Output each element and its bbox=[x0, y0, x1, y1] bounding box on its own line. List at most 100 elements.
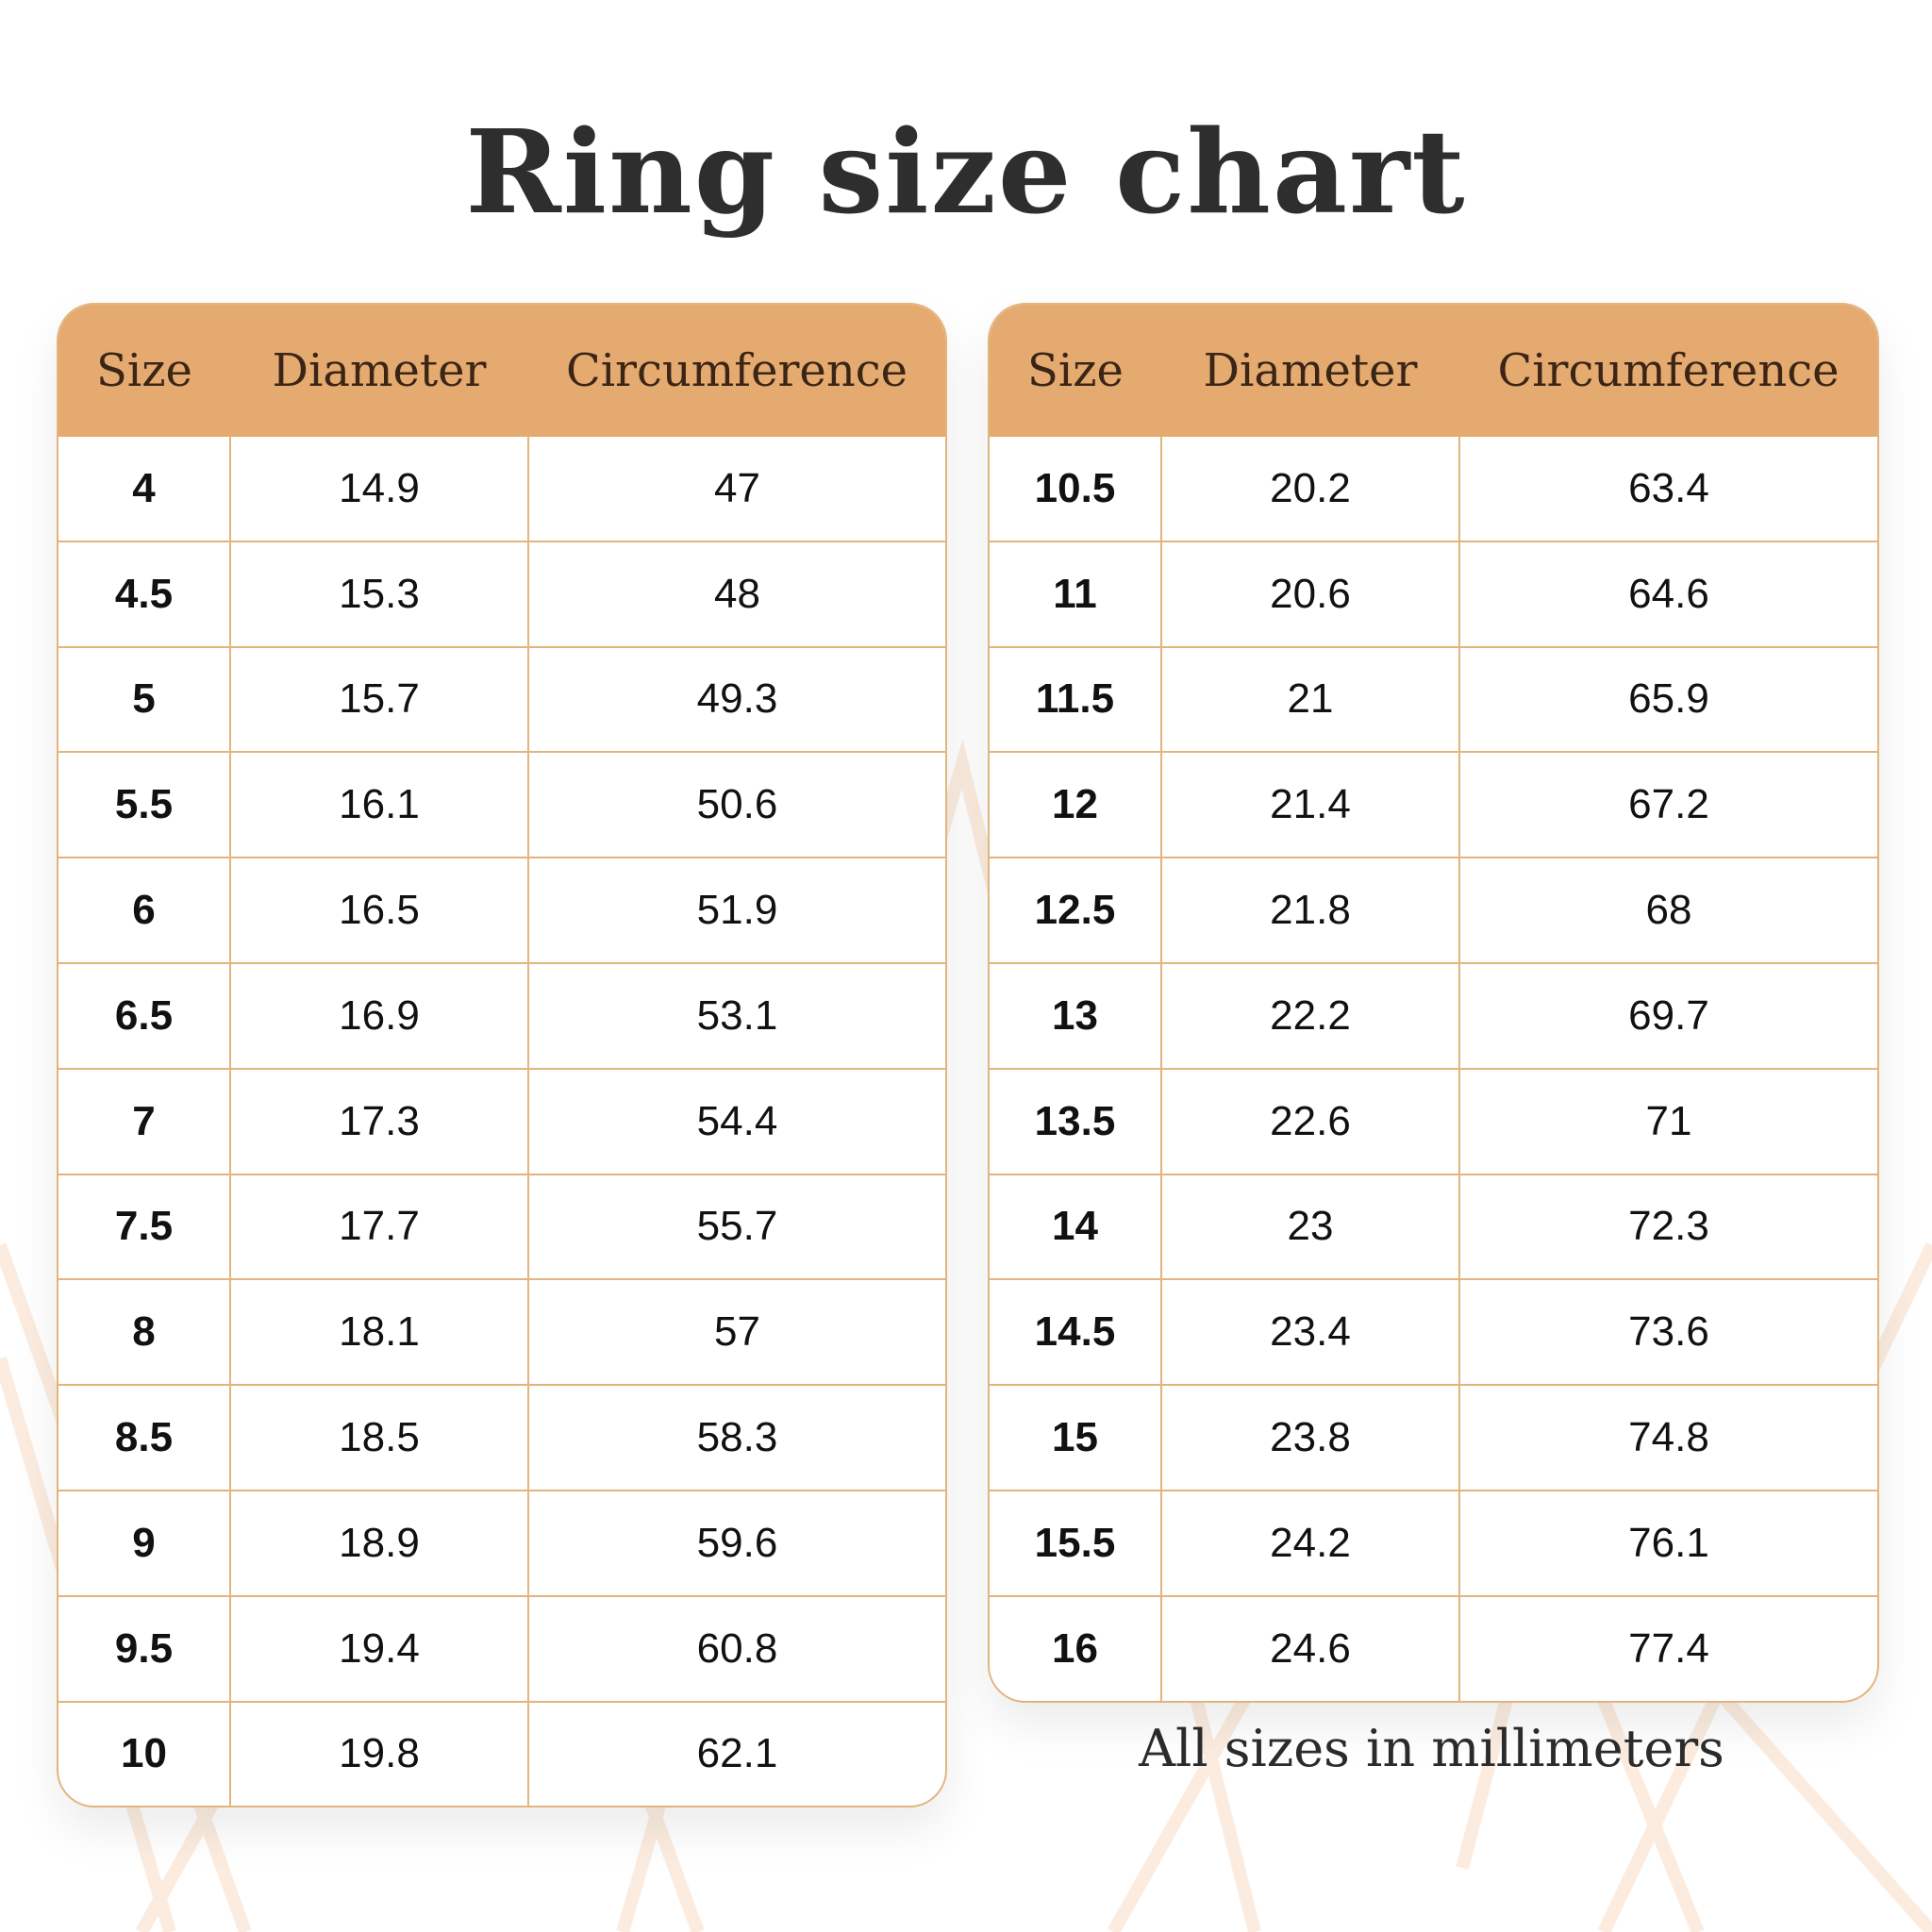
diameter-cell: 21.8 bbox=[1160, 857, 1459, 963]
circumference-cell: 69.7 bbox=[1458, 961, 1877, 1069]
table-row: 7.5 17.7 55.7 bbox=[58, 1173, 945, 1280]
diameter-cell: 23 bbox=[1160, 1173, 1459, 1280]
diameter-cell: 19.4 bbox=[229, 1594, 528, 1702]
circumference-cell: 71 bbox=[1458, 1067, 1877, 1174]
table-row: 10 19.8 62.1 bbox=[58, 1700, 945, 1807]
size-cell: 7 bbox=[58, 1067, 230, 1174]
diameter-cell: 23.4 bbox=[1160, 1278, 1459, 1386]
diameter-cell: 15.7 bbox=[229, 645, 528, 753]
size-table-left: Size Diameter Circumference 4 14.9 47 4.5 15… bbox=[57, 303, 947, 1808]
diameter-cell: 21.4 bbox=[1160, 751, 1459, 858]
size-cell: 11 bbox=[990, 540, 1161, 647]
diameter-cell: 20.2 bbox=[1160, 437, 1459, 541]
diameter-cell: 18.9 bbox=[229, 1489, 528, 1596]
circumference-cell: 48 bbox=[527, 540, 945, 647]
circumference-cell: 54.4 bbox=[527, 1067, 945, 1174]
circumference-cell: 47 bbox=[527, 437, 945, 541]
header-size: Size bbox=[58, 305, 230, 437]
circumference-cell: 53.1 bbox=[527, 961, 945, 1069]
size-cell: 4 bbox=[132, 464, 156, 511]
size-cell: 15.5 bbox=[990, 1489, 1161, 1596]
header-diameter: Diameter bbox=[1161, 305, 1459, 437]
page-title: Ring size chart bbox=[465, 104, 1467, 240]
size-cell: 10.5 bbox=[1034, 464, 1116, 511]
diameter-cell: 23.8 bbox=[1160, 1384, 1459, 1491]
units-footnote: All sizes in millimeters bbox=[1139, 1719, 1724, 1778]
size-cell: 12 bbox=[990, 751, 1161, 858]
diameter-cell: 22.2 bbox=[1160, 961, 1459, 1069]
size-cell: 10 bbox=[58, 1700, 230, 1807]
size-cell: 13 bbox=[990, 961, 1161, 1069]
table-row: 6.5 16.9 53.1 bbox=[58, 961, 945, 1069]
table-row: 13 22.2 69.7 bbox=[990, 961, 1877, 1069]
circumference-cell: 65.9 bbox=[1458, 645, 1877, 753]
table-row: 14.5 23.4 73.6 bbox=[990, 1278, 1877, 1386]
circumference-cell: 49.3 bbox=[527, 645, 945, 753]
table-row: 8.5 18.5 58.3 bbox=[58, 1384, 945, 1491]
size-cell: 9.5 bbox=[58, 1594, 230, 1702]
table-row: 10.5 20.2 63.4 bbox=[990, 437, 1877, 541]
table-row: 9 18.9 59.6 bbox=[58, 1489, 945, 1596]
table-row: 16 24.6 77.4 bbox=[990, 1594, 1877, 1701]
size-cell: 16 bbox=[990, 1594, 1161, 1701]
size-cell: 14.5 bbox=[990, 1278, 1161, 1386]
size-cell: 6 bbox=[58, 857, 230, 963]
diameter-cell: 19.8 bbox=[229, 1700, 528, 1807]
circumference-cell: 59.6 bbox=[527, 1489, 945, 1596]
size-cell: 14 bbox=[990, 1173, 1161, 1280]
diameter-cell: 20.6 bbox=[1160, 540, 1459, 647]
table-row: 14 23 72.3 bbox=[990, 1173, 1877, 1280]
table-row: 6 16.5 51.9 bbox=[58, 857, 945, 963]
size-cell: 5.5 bbox=[58, 751, 230, 858]
circumference-cell: 67.2 bbox=[1458, 751, 1877, 858]
size-cell: 7.5 bbox=[58, 1173, 230, 1280]
circumference-cell: 64.6 bbox=[1458, 540, 1877, 647]
table-row: 15.5 24.2 76.1 bbox=[990, 1489, 1877, 1596]
header-circumference: Circumference bbox=[1459, 305, 1877, 437]
table-row: 5.5 16.1 50.6 bbox=[58, 751, 945, 858]
size-table-right: Size Diameter Circumference 10.5 20.2 63.4… bbox=[988, 303, 1879, 1703]
diameter-cell: 17.7 bbox=[229, 1173, 528, 1280]
diameter-cell: 16.9 bbox=[229, 961, 528, 1069]
diameter-cell: 16.1 bbox=[229, 751, 528, 858]
size-cell: 12.5 bbox=[990, 857, 1161, 963]
table-header: Size Diameter Circumference bbox=[58, 305, 945, 437]
table-row: 11 20.6 64.6 bbox=[990, 540, 1877, 647]
diameter-cell: 14.9 bbox=[229, 437, 528, 541]
circumference-cell: 73.6 bbox=[1458, 1278, 1877, 1386]
size-cell: 9 bbox=[58, 1489, 230, 1596]
circumference-cell: 51.9 bbox=[527, 857, 945, 963]
header-diameter: Diameter bbox=[230, 305, 528, 437]
table-row: 7 17.3 54.4 bbox=[58, 1067, 945, 1174]
table-row: 8 18.1 57 bbox=[58, 1278, 945, 1386]
table-row: 4.5 15.3 48 bbox=[58, 540, 945, 647]
diameter-cell: 15.3 bbox=[229, 540, 528, 647]
diameter-cell: 18.5 bbox=[229, 1384, 528, 1491]
diameter-cell: 24.6 bbox=[1160, 1594, 1459, 1701]
circumference-cell: 60.8 bbox=[527, 1594, 945, 1702]
table-row: 5 15.7 49.3 bbox=[58, 645, 945, 753]
table-row: 4 14.9 47 bbox=[58, 437, 945, 541]
size-cell: 6.5 bbox=[58, 961, 230, 1069]
diameter-cell: 24.2 bbox=[1160, 1489, 1459, 1596]
circumference-cell: 57 bbox=[527, 1278, 945, 1386]
diameter-cell: 21 bbox=[1160, 645, 1459, 753]
circumference-cell: 62.1 bbox=[527, 1700, 945, 1807]
circumference-cell: 55.7 bbox=[527, 1173, 945, 1280]
size-cell: 15 bbox=[990, 1384, 1161, 1491]
header-size: Size bbox=[990, 305, 1161, 437]
size-cell: 4.5 bbox=[58, 540, 230, 647]
table-row: 15 23.8 74.8 bbox=[990, 1384, 1877, 1491]
table-row: 12.5 21.8 68 bbox=[990, 857, 1877, 963]
diameter-cell: 17.3 bbox=[229, 1067, 528, 1174]
table-row: 9.5 19.4 60.8 bbox=[58, 1594, 945, 1702]
table-row: 11.5 21 65.9 bbox=[990, 645, 1877, 753]
circumference-cell: 76.1 bbox=[1458, 1489, 1877, 1596]
size-cell: 13.5 bbox=[990, 1067, 1161, 1174]
circumference-cell: 74.8 bbox=[1458, 1384, 1877, 1491]
circumference-cell: 77.4 bbox=[1458, 1594, 1877, 1701]
table-row: 13.5 22.6 71 bbox=[990, 1067, 1877, 1174]
size-cell: 5 bbox=[58, 645, 230, 753]
diameter-cell: 22.6 bbox=[1160, 1067, 1459, 1174]
table-row: 12 21.4 67.2 bbox=[990, 751, 1877, 858]
